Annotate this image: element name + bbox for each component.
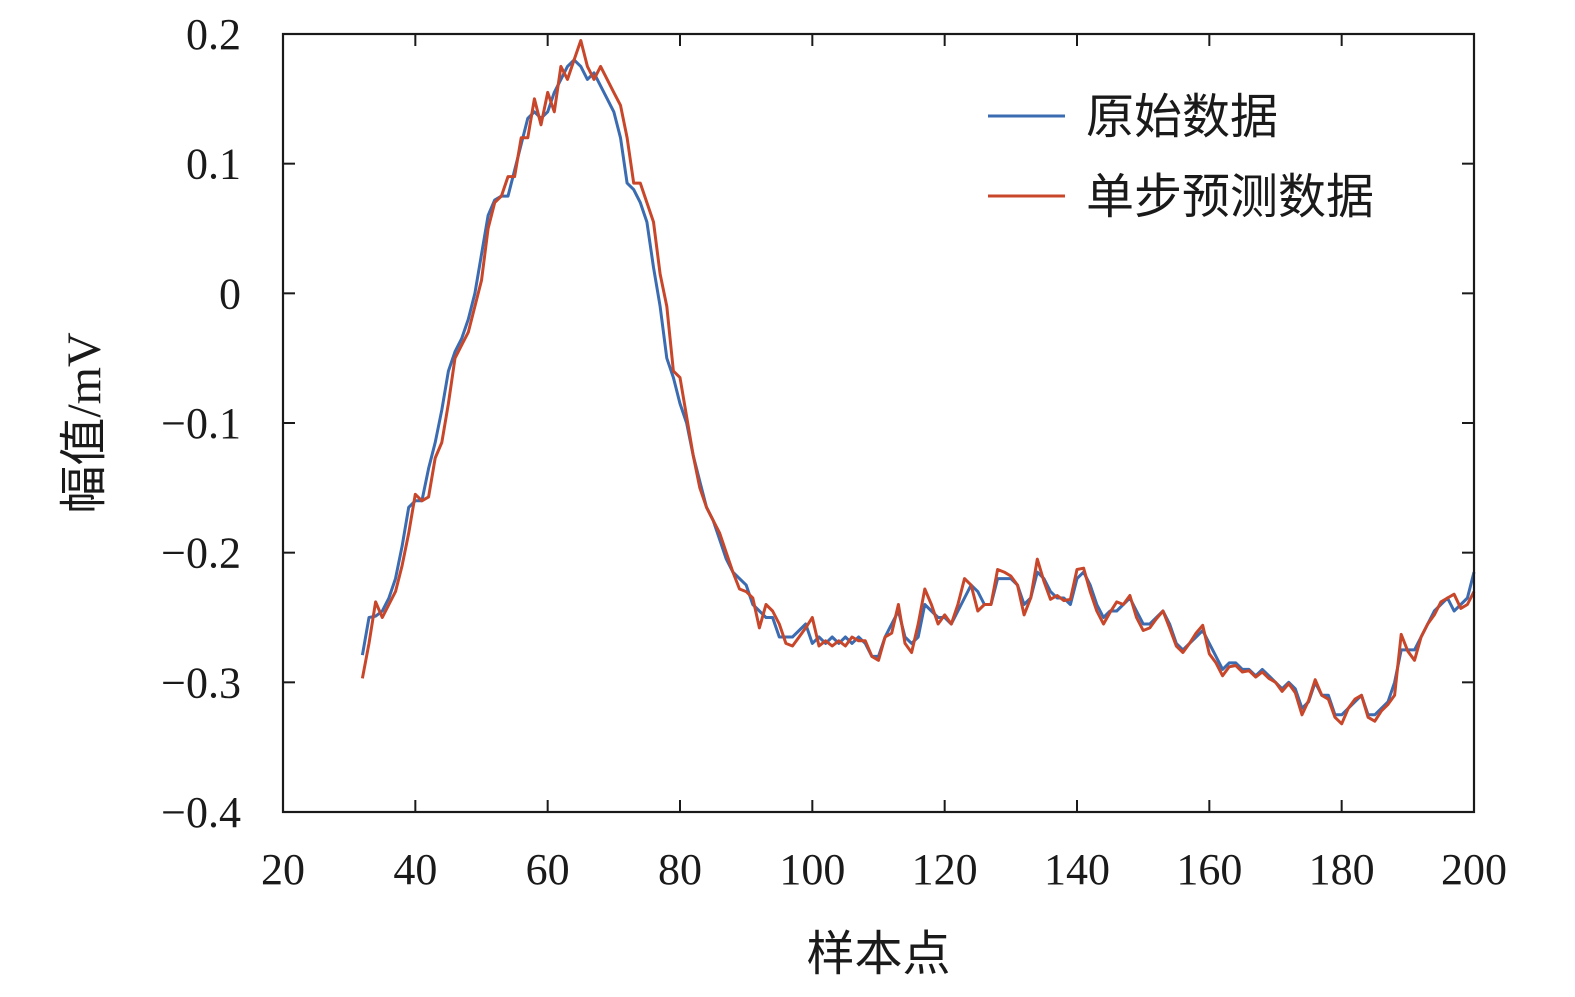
- y-tick-label: −0.4: [161, 788, 241, 837]
- y-tick-label: 0.1: [186, 140, 241, 189]
- y-axis-title: 幅值/mV: [58, 332, 111, 514]
- x-tick-label: 100: [779, 845, 845, 894]
- x-tick-label: 60: [526, 845, 570, 894]
- legend-label-2: 单步预测数据: [1086, 171, 1374, 224]
- x-tick-label: 160: [1176, 845, 1242, 894]
- y-tick-label: −0.1: [161, 399, 241, 448]
- axes-layer: 20 40 60 80 100 120 140 160 180 200 0.2 0.1 0 −0.1 −0.…: [161, 10, 1507, 894]
- x-tick-label: 20: [261, 845, 305, 894]
- y-tick-label: −0.3: [161, 658, 241, 707]
- x-tick-label: 120: [912, 845, 978, 894]
- series-line-2: [360, 39, 1476, 726]
- y-tick-label: 0: [219, 269, 241, 318]
- y-tick-label: 0.2: [186, 10, 241, 59]
- x-tick-label: 180: [1309, 845, 1375, 894]
- legend-label-1: 原始数据: [1086, 91, 1278, 144]
- x-tick-label: 80: [658, 845, 702, 894]
- x-axis-title: 样本点: [806, 928, 950, 981]
- x-tick-label: 140: [1044, 845, 1110, 894]
- series-layer: [360, 39, 1476, 726]
- x-tick-label: 200: [1441, 845, 1507, 894]
- x-tick-label: 40: [393, 845, 437, 894]
- y-tick-label: −0.2: [161, 529, 241, 578]
